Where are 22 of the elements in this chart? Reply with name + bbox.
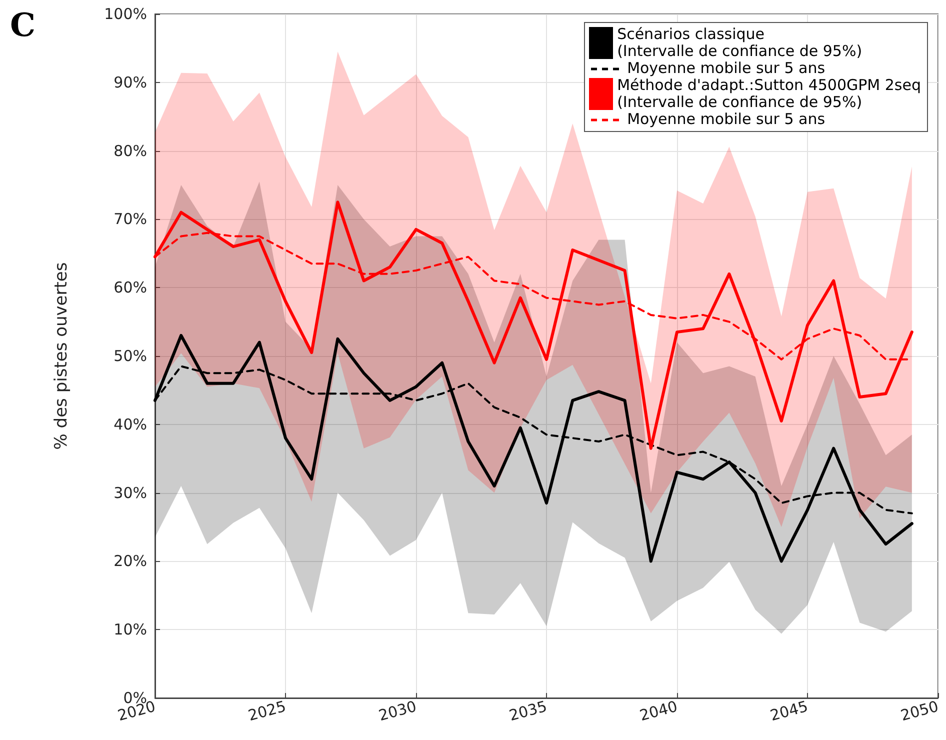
- y-tick-label: 100%: [104, 5, 147, 23]
- legend-label: Moyenne mobile sur 5 ans: [627, 110, 826, 128]
- x-tick-label: 2050: [898, 697, 940, 725]
- y-tick-label: 90%: [114, 73, 147, 92]
- chart-title: C: [10, 6, 36, 44]
- y-tick-label: 30%: [114, 484, 147, 502]
- y-tick-label: 50%: [114, 347, 147, 365]
- y-tick-label: 80%: [114, 142, 147, 160]
- legend-label: Scénarios classique (Intervalle de confiance de 95%): [617, 25, 862, 60]
- x-tick-label: 2040: [638, 697, 680, 725]
- y-tick-label: 70%: [114, 210, 147, 228]
- y-axis-title: % des pistes ouvertes: [52, 262, 72, 450]
- y-tick-label: 20%: [114, 552, 147, 570]
- x-tick-label: 2030: [376, 697, 418, 725]
- legend-label: Moyenne mobile sur 5 ans: [627, 59, 826, 77]
- y-tick-label: 10%: [114, 620, 147, 639]
- x-tick-label: 2045: [768, 697, 810, 725]
- legend-label: Méthode d'adapt.:Sutton 4500GPM 2seq (Intervalle de confiance de 95%): [617, 76, 921, 111]
- y-tick-label: 60%: [114, 278, 147, 297]
- x-tick-label: 2035: [507, 697, 549, 725]
- x-tick-label: 2025: [246, 697, 288, 725]
- y-tick-label: 40%: [114, 415, 147, 434]
